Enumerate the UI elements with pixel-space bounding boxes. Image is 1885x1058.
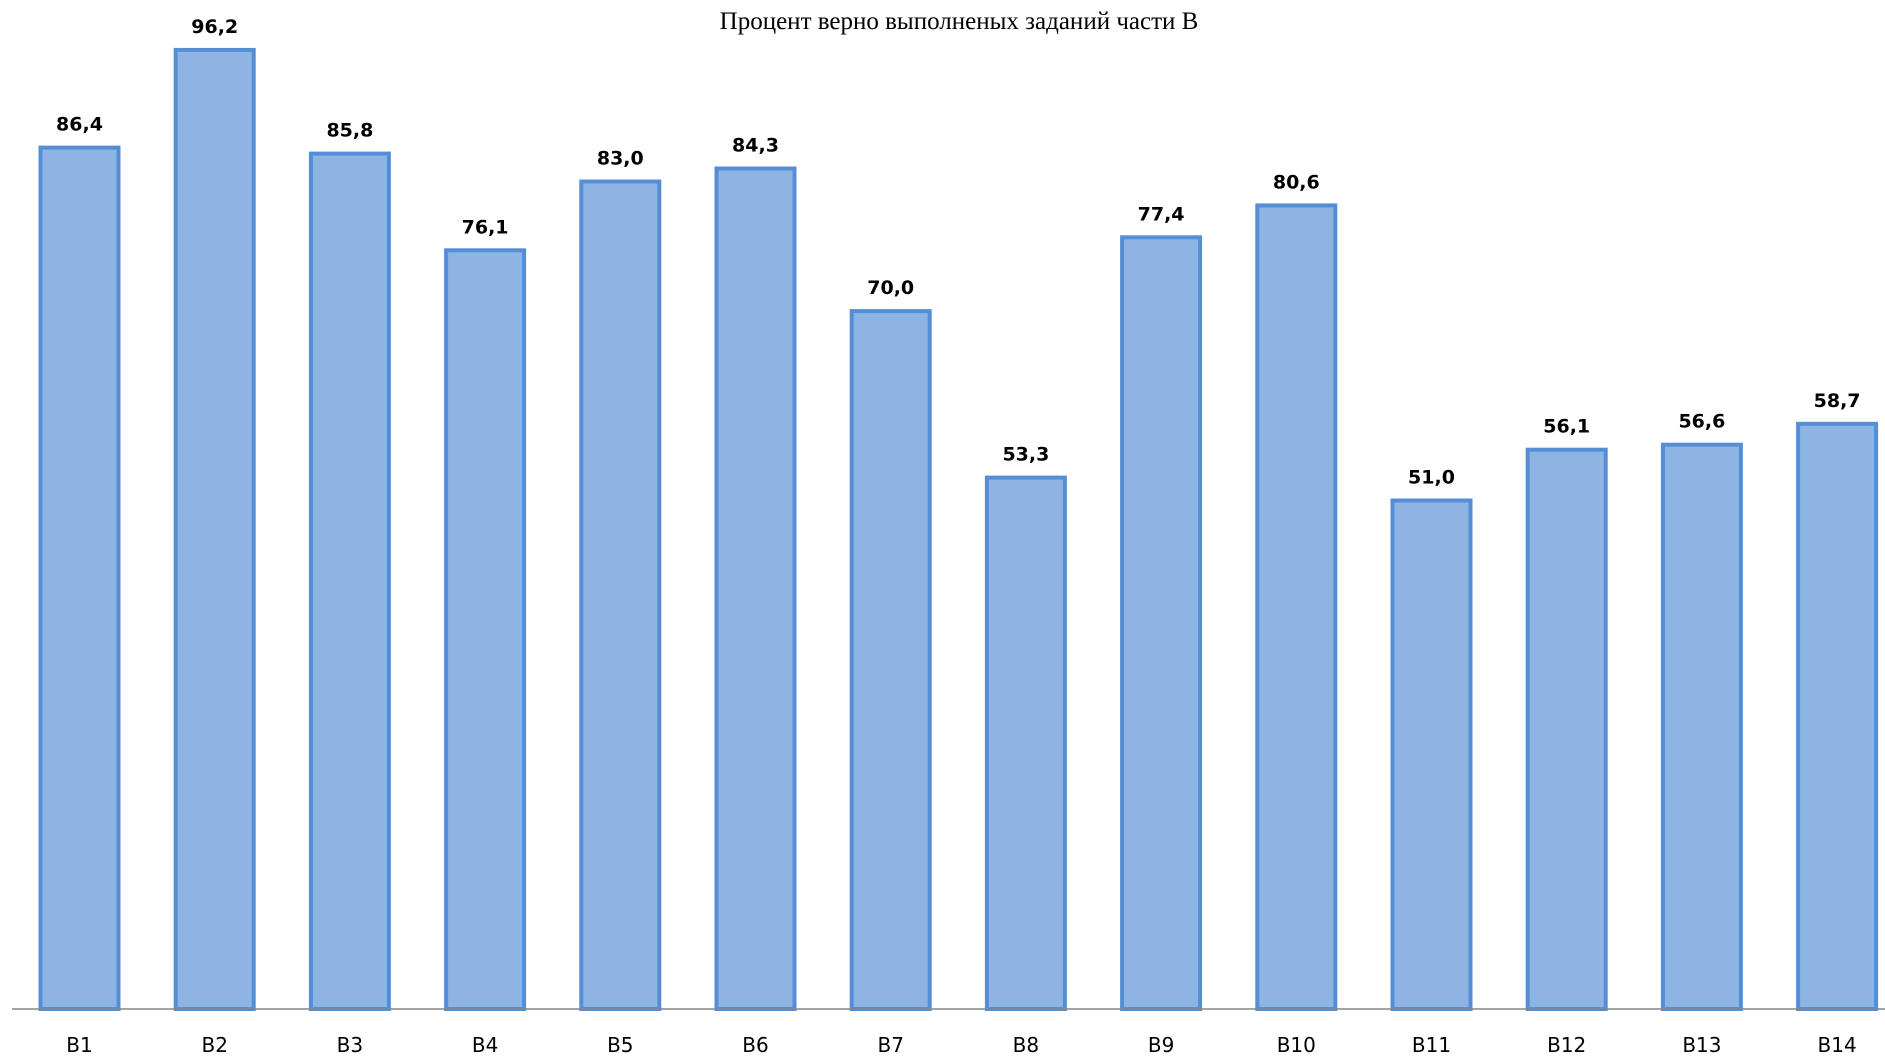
x-tick-label-В3: В3: [337, 1033, 363, 1057]
value-label-В2: 96,2: [191, 16, 238, 38]
chart-title: Процент верно выполненых заданий части В: [720, 8, 1199, 35]
x-tick-label-В11: В11: [1412, 1033, 1451, 1057]
value-label-В10: 80,6: [1273, 171, 1320, 193]
bar-В2: [173, 47, 256, 1011]
x-tick-label-В12: В12: [1547, 1033, 1586, 1057]
bar-В10: [1255, 203, 1338, 1011]
bar-В3: [308, 151, 391, 1012]
value-label-В5: 83,0: [597, 148, 644, 170]
bar-В4: [444, 248, 527, 1012]
value-label-В9: 77,4: [1138, 203, 1185, 225]
value-labels-group: 86,4 96,2 85,8 76,1 83,0 84,3 70,0 53,3 77,4 80,6…: [56, 16, 1860, 489]
value-label-В13: 56,6: [1678, 411, 1725, 433]
x-tick-label-В6: В6: [742, 1033, 768, 1057]
value-label-В11: 51,0: [1408, 467, 1455, 489]
value-label-В8: 53,3: [1002, 444, 1049, 466]
value-label-В4: 76,1: [462, 216, 509, 238]
x-tick-label-В5: В5: [607, 1033, 633, 1057]
x-tick-label-В13: В13: [1682, 1033, 1721, 1057]
x-tick-label-В1: В1: [66, 1033, 92, 1057]
x-tick-label-В10: В10: [1277, 1033, 1316, 1057]
value-label-В6: 84,3: [732, 135, 779, 157]
x-tick-label-В4: В4: [472, 1033, 498, 1057]
bars-group: [38, 47, 1879, 1012]
value-label-В3: 85,8: [326, 120, 373, 142]
bar-В12: [1525, 447, 1608, 1011]
value-label-В7: 70,0: [867, 277, 914, 299]
x-tick-label-В8: В8: [1013, 1033, 1039, 1057]
value-label-В14: 58,7: [1814, 390, 1861, 412]
x-tick-label-В9: В9: [1148, 1033, 1174, 1057]
value-label-В1: 86,4: [56, 114, 103, 136]
bar-В14: [1796, 421, 1879, 1011]
bar-В13: [1660, 442, 1743, 1011]
x-tick-labels-group: В1 В2 В3 В4 В5 В6 В7 В8 В9 В10 В11 В12 В13 В14: [66, 1033, 1856, 1057]
bar-В7: [849, 309, 932, 1012]
bar-В9: [1120, 235, 1203, 1012]
bar-В11: [1390, 498, 1473, 1011]
bar-В6: [714, 166, 797, 1011]
x-tick-label-В2: В2: [201, 1033, 227, 1057]
x-tick-label-В14: В14: [1818, 1033, 1857, 1057]
bar-В8: [984, 475, 1067, 1012]
bar-В5: [579, 179, 662, 1011]
x-tick-label-В7: В7: [877, 1033, 903, 1057]
bar-В1: [38, 145, 121, 1012]
value-label-В12: 56,1: [1543, 416, 1590, 438]
